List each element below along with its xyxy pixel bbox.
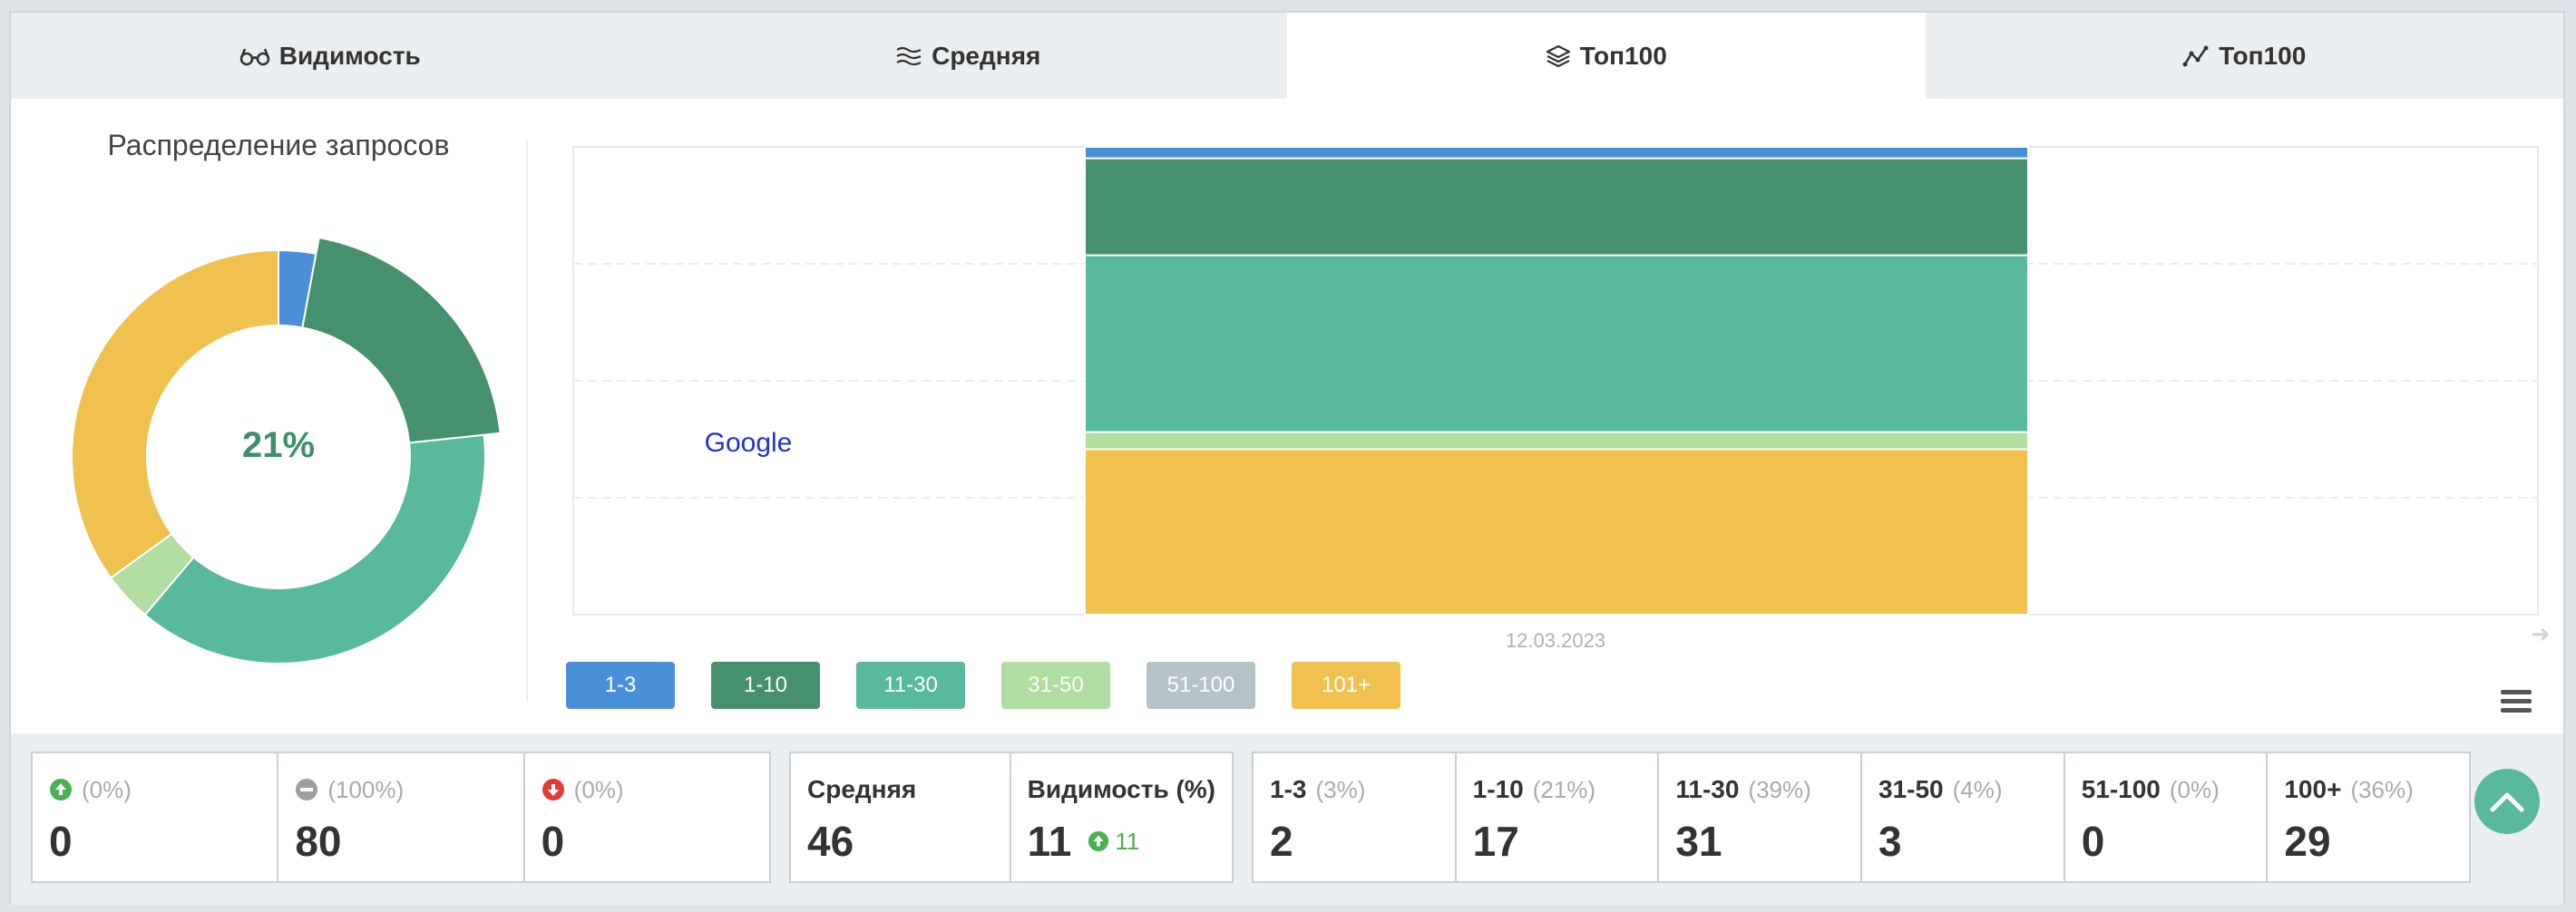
range-value: 31 <box>1675 818 1722 865</box>
stat-range-31-50: 31-50 (4%) 3 <box>1862 753 2065 881</box>
stat-range-11-30: 11-30 (39%) 31 <box>1659 753 1863 881</box>
legend-label: 101+ <box>1321 673 1371 697</box>
stat-unchanged-value: 80 <box>295 818 342 865</box>
range-label: 51-100 <box>2081 775 2161 803</box>
tab-visibility-label: Видимость <box>278 41 421 70</box>
stat-visibility-delta: 11 <box>1088 828 1139 856</box>
range-pct: (21%) <box>1532 775 1596 803</box>
stat-range-51-100: 51-100 (0%) 0 <box>2065 753 2269 881</box>
stat-improved: (0%) 0 <box>33 753 279 881</box>
widget-frame: Видимость Средняя Топ100 Топ100 Распреде… <box>9 11 2565 905</box>
range-pct: (3%) <box>1315 775 1366 803</box>
range-label: 1-3 <box>1270 775 1307 803</box>
range-value: 0 <box>2081 818 2105 865</box>
legend-item-101-plus[interactable]: 101+ <box>1292 662 1400 709</box>
stat-improved-value: 0 <box>49 818 73 865</box>
tab-top100-distribution[interactable]: Топ100 <box>1287 13 1926 99</box>
stat-visibility-value: 11 <box>1027 818 1072 865</box>
stat-visibility-label: Видимость (%) <box>1027 775 1215 803</box>
stat-visibility-delta-value: 11 <box>1115 827 1140 855</box>
range-value: 29 <box>2284 818 2331 865</box>
range-value: 17 <box>1472 818 1519 865</box>
tab-average[interactable]: Средняя <box>649 13 1288 99</box>
stat-range-100-plus: 100+ (36%) 29 <box>2268 753 2469 881</box>
stat-improved-pct: (0%) <box>82 775 132 803</box>
bar-segment-101-plus[interactable] <box>1084 448 2029 616</box>
panel-divider <box>526 140 528 702</box>
position-change-card: (0%) 0 (100%) 80 (0%) 0 <box>31 752 771 883</box>
donut-center-label: 21% <box>242 425 315 465</box>
legend-item-51-100[interactable]: 51-100 <box>1147 662 1255 709</box>
donut-slice-101-plus[interactable] <box>71 248 279 579</box>
legend-label: 51-100 <box>1166 673 1235 697</box>
range-pct: (0%) <box>2169 775 2220 803</box>
chevron-up-icon <box>2490 792 2524 812</box>
tab-bar: Видимость Средняя Топ100 Топ100 <box>11 13 2563 99</box>
stat-visibility: Видимость (%) 11 11 <box>1011 753 1232 881</box>
stat-declined-pct: (0%) <box>573 775 624 803</box>
legend-item-31-50[interactable]: 31-50 <box>1001 662 1110 709</box>
donut-title: Распределение запросов <box>107 129 450 161</box>
stacked-bar-chart: Google 12.03.2023 <box>572 146 2539 652</box>
range-pct: (36%) <box>2350 775 2414 803</box>
donut-slice-1-10[interactable] <box>301 236 501 444</box>
tab-top100-distribution-label: Топ100 <box>1579 41 1667 70</box>
arrow-up-circle-icon <box>1088 830 1109 852</box>
tab-average-label: Средняя <box>932 41 1041 70</box>
bar-segment-11-30[interactable] <box>1084 254 2029 433</box>
stat-average: Средняя 46 <box>791 753 1011 881</box>
range-value: 3 <box>1878 818 1902 865</box>
x-axis-date-label: 12.03.2023 <box>1506 629 1605 652</box>
range-pct: (39%) <box>1748 775 1811 803</box>
range-label: 100+ <box>2284 775 2342 803</box>
glasses-icon <box>239 48 269 65</box>
legend-label: 1-3 <box>604 673 637 697</box>
tab-top100-dynamics[interactable]: Топ100 <box>1926 13 2564 99</box>
waves-icon <box>896 46 922 65</box>
stat-declined: (0%) 0 <box>525 753 769 881</box>
arrow-up-circle-icon <box>50 779 72 800</box>
range-pct: (4%) <box>1952 775 2003 803</box>
tab-visibility[interactable]: Видимость <box>11 13 649 99</box>
stat-average-value: 46 <box>807 818 854 865</box>
arrow-down-circle-icon <box>542 779 564 800</box>
legend-item-11-30[interactable]: 11-30 <box>856 662 965 709</box>
line-chart-icon <box>2182 45 2209 66</box>
legend-label: 11-30 <box>883 673 938 697</box>
summary-card: Средняя 46 Видимость (%) 11 11 <box>789 752 1234 883</box>
legend-label: 31-50 <box>1028 673 1084 697</box>
stat-average-label: Средняя <box>807 775 917 803</box>
ranges-card: 1-3 (3%) 2 1-10 (21%) 17 11-30 (39%) 31 31-… <box>1252 752 2471 883</box>
stat-unchanged-pct: (100%) <box>327 775 405 803</box>
engine-label: Google <box>705 428 793 458</box>
layers-icon <box>1546 44 1570 67</box>
minus-circle-icon <box>296 779 318 800</box>
stat-unchanged: (100%) 80 <box>278 753 525 881</box>
bar-segment-1-3[interactable] <box>1084 146 2029 160</box>
range-value: 2 <box>1270 818 1293 865</box>
tab-top100-dynamics-label: Топ100 <box>2219 41 2307 70</box>
legend-item-1-3[interactable]: 1-3 <box>566 662 675 709</box>
bar-segment-31-50[interactable] <box>1084 431 2029 451</box>
stat-declined-value: 0 <box>541 818 565 865</box>
donut-slice-11-30[interactable] <box>143 433 486 665</box>
legend-label: 1-10 <box>743 673 788 697</box>
scroll-right-arrow[interactable]: ➜ <box>2531 620 2551 647</box>
donut-chart: 21% <box>71 236 501 665</box>
range-label: 31-50 <box>1878 775 1944 803</box>
range-label: 1-10 <box>1472 775 1524 803</box>
stats-panel: (0%) 0 (100%) 80 (0%) 0 Сред <box>11 733 2563 905</box>
legend-item-1-10[interactable]: 1-10 <box>711 662 820 709</box>
range-label: 11-30 <box>1675 775 1740 803</box>
stat-range-1-3: 1-3 (3%) 2 <box>1254 753 1457 881</box>
bar-segment-1-10[interactable] <box>1084 157 2029 257</box>
stat-range-1-10: 1-10 (21%) 17 <box>1457 753 1660 881</box>
hamburger-menu-icon <box>2501 690 2532 713</box>
chart-menu-button[interactable] <box>2501 688 2532 720</box>
scroll-to-top-button[interactable] <box>2474 769 2540 834</box>
